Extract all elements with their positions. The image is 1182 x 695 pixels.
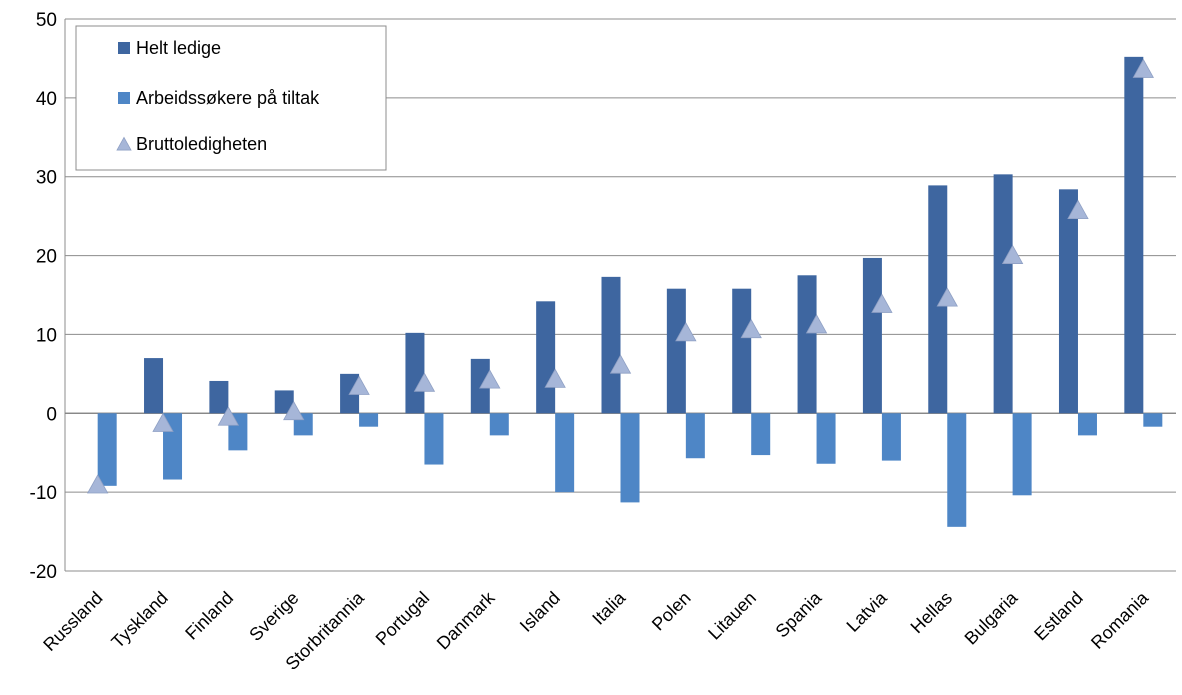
marker-bruttoledigheten	[1132, 58, 1155, 78]
legend-label: Helt ledige	[136, 38, 221, 58]
marker-bruttoledigheten	[871, 293, 893, 313]
bar-arbeidssokere-pa-tiltak	[97, 413, 117, 486]
bar-helt-ledige	[1124, 56, 1144, 414]
category-label: Tyskland	[107, 588, 171, 652]
category-label: Estland	[1030, 588, 1087, 645]
bar-helt-ledige	[928, 185, 948, 414]
bar-arbeidssokere-pa-tiltak	[881, 413, 901, 461]
category-label: Bulgaria	[961, 587, 1023, 649]
bar-helt-ledige	[993, 174, 1013, 414]
marker-bruttoledigheten	[1067, 199, 1089, 220]
legend-label: Arbeidssøkere på tiltak	[136, 88, 320, 108]
bar-helt-ledige	[666, 288, 686, 414]
y-tick-label: -20	[30, 562, 57, 583]
legend-swatch	[118, 92, 130, 104]
category-label: Finland	[181, 588, 237, 644]
category-label: Latvia	[843, 587, 892, 636]
marker-bruttoledigheten	[479, 369, 501, 389]
markers	[86, 58, 1155, 494]
marker-bruttoledigheten	[936, 287, 958, 307]
legend: Helt ledige Arbeidssøkere på tiltak Brutto…	[75, 25, 387, 171]
y-axis-tick-labels: -20 -10 0 10 20 30 40 50	[30, 10, 57, 583]
bar-helt-ledige	[144, 358, 164, 414]
category-label: Russland	[39, 588, 106, 655]
y-tick-label: 0	[46, 404, 57, 425]
category-label: Italia	[588, 587, 630, 629]
marker-bruttoledigheten	[413, 372, 436, 392]
category-labels: Russland Tyskland Finland SverigeStorbritan…	[39, 587, 1153, 674]
marker-bruttoledigheten	[152, 412, 174, 432]
bar-helt-ledige	[209, 380, 229, 414]
bar-helt-ledige	[274, 390, 294, 414]
marker-bruttoledigheten	[348, 375, 370, 395]
marker-bruttoledigheten	[609, 354, 632, 374]
y-tick-label: 20	[36, 247, 57, 268]
marker-bruttoledigheten	[805, 314, 828, 334]
bar-arbeidssokere-pa-tiltak	[489, 413, 509, 436]
marker-bruttoledigheten	[283, 400, 305, 421]
bar-helt-ledige	[797, 275, 817, 414]
legend-marker	[116, 136, 132, 151]
marker-bruttoledigheten	[544, 368, 566, 388]
category-label: Danmark	[433, 587, 499, 653]
bar-arbeidssokere-pa-tiltak	[359, 413, 379, 427]
marker-bruttoledigheten	[675, 322, 697, 342]
bar-helt-ledige	[470, 358, 490, 414]
bar-helt-ledige	[536, 301, 556, 414]
y-tick-label: -10	[30, 483, 57, 504]
bar-arbeidssokere-pa-tiltak	[816, 413, 836, 464]
bar-helt-ledige	[732, 288, 752, 414]
bar-arbeidssokere-pa-tiltak	[424, 413, 444, 465]
category-label: Spania	[772, 587, 826, 641]
bar-helt-ledige	[405, 332, 425, 414]
bar-arbeidssokere-pa-tiltak	[1012, 413, 1032, 496]
legend-swatch	[118, 42, 130, 54]
marker-bruttoledigheten	[740, 318, 762, 339]
y-tick-label: 50	[36, 10, 57, 31]
bar-arbeidssokere-pa-tiltak	[620, 413, 640, 503]
category-label: Hellas	[907, 588, 957, 638]
category-label: Romania	[1087, 587, 1153, 653]
bar-arbeidssokere-pa-tiltak	[1143, 413, 1163, 427]
marker-bruttoledigheten	[1001, 244, 1024, 264]
bar-arbeidssokere-pa-tiltak	[555, 413, 575, 493]
bar-helt-ledige	[1058, 189, 1078, 414]
marker-bruttoledigheten	[217, 406, 240, 426]
bar-arbeidssokere-pa-tiltak	[751, 413, 771, 456]
bar-arbeidssokere-pa-tiltak	[685, 413, 705, 459]
category-label: Sverige	[245, 588, 302, 645]
bar-arbeidssokere-pa-tiltak	[947, 413, 967, 527]
category-label: Litauen	[704, 588, 760, 644]
y-tick-label: 30	[36, 168, 57, 189]
y-tick-label: 40	[36, 89, 57, 110]
legend-label: Bruttoledigheten	[136, 134, 267, 154]
category-label: Portugal	[372, 588, 434, 650]
y-tick-label: 10	[36, 325, 57, 346]
bar-arbeidssokere-pa-tiltak	[1077, 413, 1097, 436]
marker-bruttoledigheten	[86, 474, 109, 494]
category-label: Island	[516, 588, 564, 636]
bar-helt-ledige	[862, 257, 882, 414]
bar-helt-ledige	[601, 276, 621, 414]
category-label: Polen	[648, 588, 695, 635]
